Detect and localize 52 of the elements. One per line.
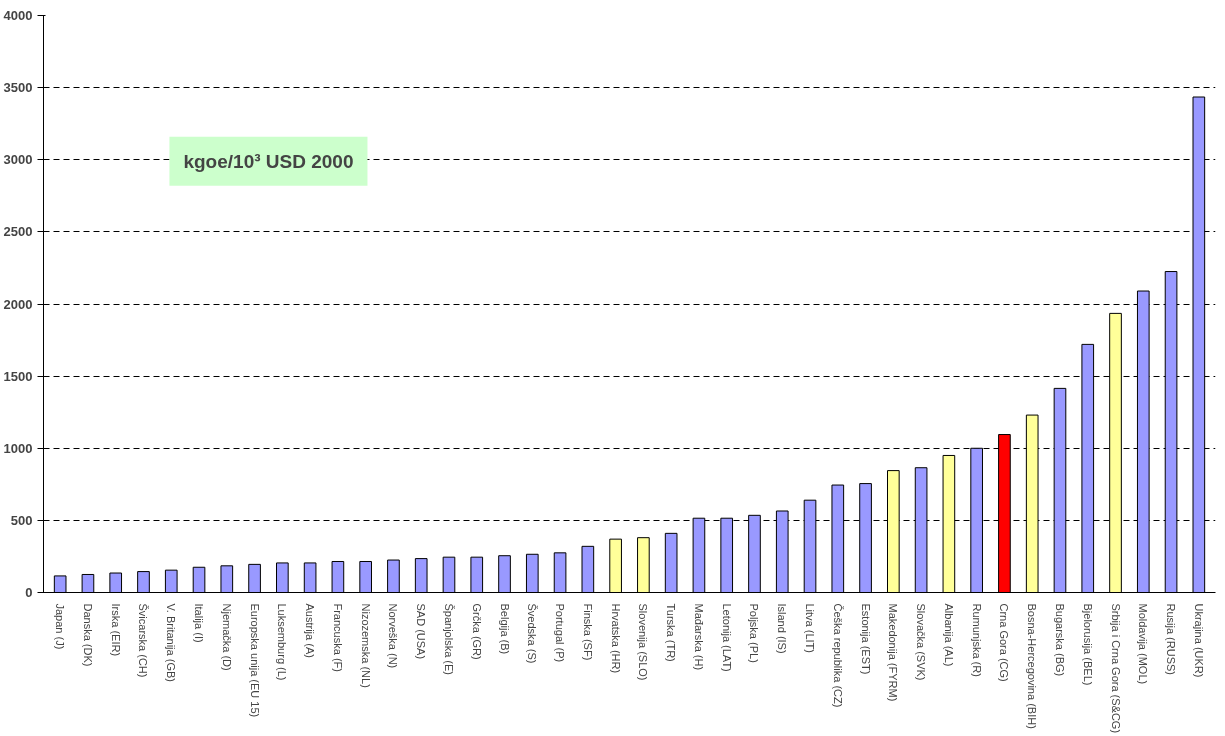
x-tick-label: Rumunjska (R) — [970, 603, 983, 677]
x-tick-label: Švedska (S) — [526, 603, 539, 664]
x-tick-label: Danska (DK) — [81, 603, 94, 667]
x-tick-label: Europska unija (EU 15) — [248, 603, 261, 718]
x-tick-label: Moldavija (MOL) — [1137, 603, 1150, 685]
x-tick-label: Češka republika (CZ) — [831, 603, 844, 708]
x-tick-label: Makedonija (FYRM) — [887, 603, 900, 702]
y-tick-label: 2500 — [3, 224, 33, 240]
x-tick-label: Francuska (F) — [331, 603, 344, 672]
x-tick-label: V. Britanija (GB) — [165, 603, 178, 682]
x-tick-label: Austrija (A) — [304, 603, 317, 658]
x-tick-label: Španjolska (E) — [442, 603, 455, 676]
x-tick-label: Srbija i Crna Gora (S&CG) — [1109, 603, 1122, 734]
x-tick-label: Ukrajina (UKR) — [1192, 603, 1205, 678]
x-tick-label: Belgija (B) — [498, 603, 511, 655]
x-tick-label: Portugal (P) — [554, 603, 567, 663]
x-tick-label: Njemačka (D) — [220, 603, 233, 671]
x-tick-label: Estonija (EST) — [859, 603, 872, 675]
y-tick-label: 1000 — [3, 440, 33, 456]
x-tick-label: Finska (SF) — [581, 603, 594, 661]
x-tick-label: Grčka (GR) — [470, 603, 483, 660]
x-tick-label: Bosna-Hercegovina (BIH) — [1026, 603, 1039, 729]
x-tick-label: Mađarska (H) — [692, 603, 705, 671]
x-tick-label: Švicarska (CH) — [137, 603, 150, 678]
x-tick-label: Bugarska (BG) — [1053, 603, 1066, 677]
x-tick-label: Albanija (AL) — [942, 603, 955, 667]
x-tick-label: SAD (USA) — [415, 603, 428, 660]
x-tick-label: Italija (I) — [193, 603, 206, 643]
y-tick-label: 3000 — [3, 152, 33, 168]
x-tick-label: Nizozemska (NL) — [359, 603, 372, 688]
x-tick-label: Crna Gora (CG) — [998, 603, 1011, 682]
x-tick-label: Poljska (PL) — [748, 603, 761, 663]
x-tick-label: Litva (LIT) — [804, 603, 817, 654]
y-tick-label: 4000 — [3, 8, 33, 23]
y-tick-label: 3500 — [3, 80, 33, 96]
x-tick-label: Japan (J) — [54, 603, 67, 650]
x-tick-label: Letonija (LAT) — [720, 603, 733, 672]
x-tick-label: Bjelorusija (BEL) — [1081, 603, 1094, 686]
x-tick-label: Island (IS) — [776, 603, 789, 654]
y-tick-label: 0 — [25, 585, 33, 600]
x-tick-label: Norveška (N) — [387, 603, 400, 669]
y-tick-label: 2000 — [3, 296, 33, 312]
x-tick-label: Rusija (RUSS) — [1165, 603, 1178, 676]
x-tick-label: Hrvatska (HR) — [609, 603, 622, 674]
y-tick-label: 500 — [10, 512, 33, 528]
x-tick-label: Luksemburg (L) — [276, 603, 289, 681]
y-tick-label: 1500 — [3, 368, 33, 384]
x-tick-label: Turska (TR) — [665, 603, 678, 662]
x-tick-label: Slovačka (SVK) — [915, 603, 928, 681]
x-tick-label: Irska (EIR) — [109, 603, 122, 657]
annotation: kgoe/10³ USD 2000 — [183, 150, 354, 172]
x-tick-label: Slovenija (SLO) — [637, 603, 650, 681]
